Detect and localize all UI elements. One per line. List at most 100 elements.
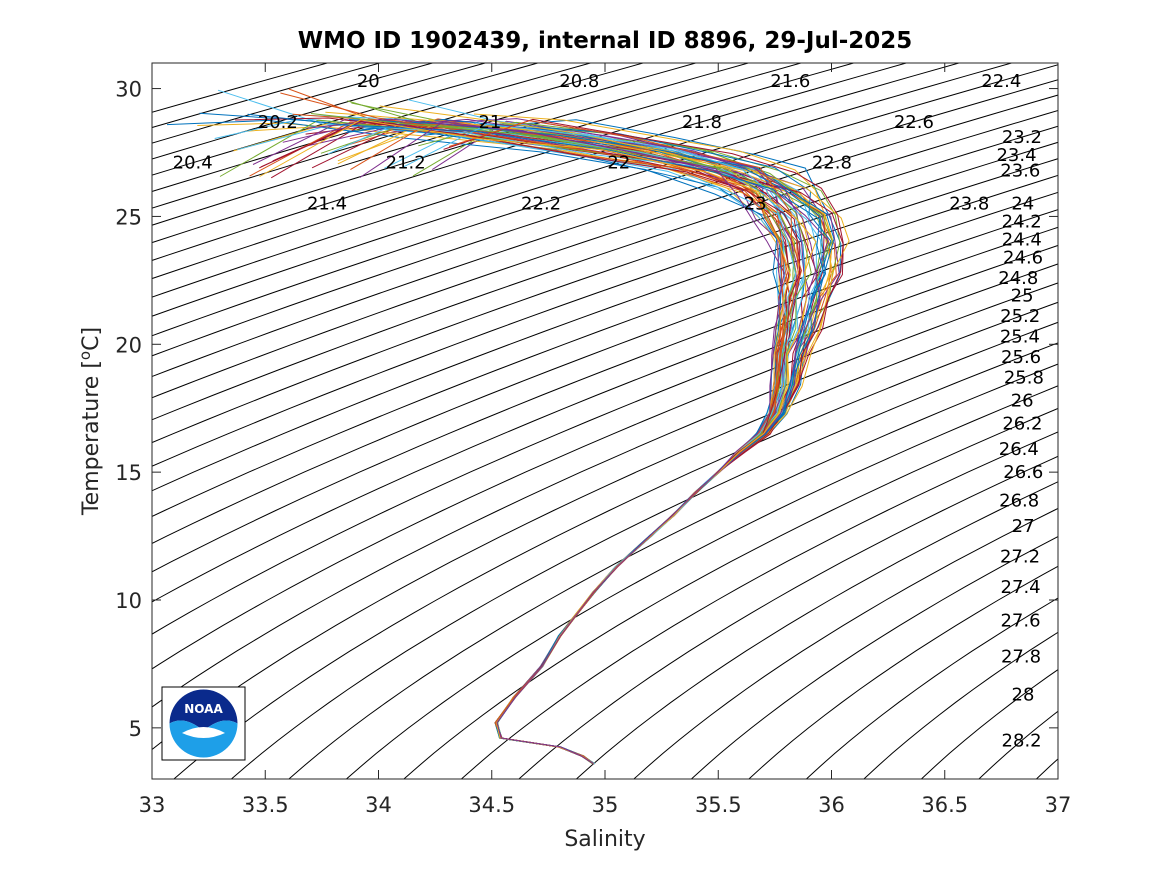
contour-label: 20.4 (173, 153, 213, 174)
profiles (166, 88, 850, 765)
contour-label: 27.4 (1001, 577, 1041, 598)
density-contour (152, 244, 1058, 635)
contour-label: 20.2 (258, 112, 298, 133)
density-contour (152, 141, 1058, 467)
contour-label: 22 (607, 153, 630, 174)
profile-line (347, 119, 806, 765)
profile-line (282, 118, 816, 765)
profile-line (249, 121, 797, 765)
density-contour (690, 536, 1058, 779)
density-contour (152, 63, 698, 226)
profile-line (359, 121, 785, 765)
contour-label: 28 (1012, 685, 1035, 706)
profile-line (214, 117, 789, 765)
contour-label: 23.6 (1000, 160, 1040, 181)
chart-title: WMO ID 1902439, internal ID 8896, 29-Jul… (297, 28, 913, 54)
density-contour (152, 209, 1058, 573)
x-tick-label: 34 (365, 793, 392, 817)
density-contour (1081, 50, 1167, 792)
profile-line (304, 124, 784, 765)
contour-label: 28.2 (1002, 731, 1042, 752)
profile-line (448, 120, 803, 765)
contour-label: 20.8 (559, 71, 599, 92)
profile-line (432, 120, 800, 765)
y-tick-label: 15 (115, 461, 142, 485)
density-contour (152, 63, 803, 261)
profile-line (437, 118, 797, 765)
density-contour (152, 63, 909, 298)
density-contour (1035, 758, 1058, 779)
plot-frame (151, 62, 1059, 780)
contour-label: 23 (744, 194, 767, 215)
contour-label: 24 (1011, 194, 1034, 215)
density-contour (152, 63, 961, 317)
profile-line (376, 123, 792, 765)
density-contour (288, 363, 1058, 779)
contour-label: 25 (1011, 286, 1034, 307)
density-contour (152, 125, 1058, 444)
contour-label: 21.8 (682, 112, 722, 133)
x-tick-label: 36 (818, 793, 845, 817)
contour-label: 23.2 (1002, 127, 1042, 148)
contour-label: 27.6 (1000, 611, 1040, 632)
density-contour (152, 63, 1014, 337)
x-tick-label: 34.5 (468, 793, 515, 817)
profile-line (320, 122, 796, 765)
contour-label: 22.2 (521, 194, 561, 215)
density-contour (152, 158, 1058, 492)
profile-line (197, 122, 801, 765)
density-contours (152, 50, 1167, 792)
contour-label: 23.8 (949, 194, 989, 215)
density-contour (805, 597, 1058, 779)
contour-label: 27 (1012, 516, 1035, 537)
profile-line (259, 119, 817, 765)
contour-label: 23.4 (996, 145, 1036, 166)
contour-label: 27.2 (1000, 547, 1040, 568)
density-contour (152, 301, 1058, 751)
contour-label: 24.6 (1003, 247, 1043, 268)
density-contour (152, 64, 1058, 357)
density-contour (403, 407, 1058, 779)
y-tick-label: 20 (115, 333, 142, 357)
contour-label: 21.6 (770, 71, 810, 92)
density-contour (633, 507, 1058, 779)
contour-label: 26.4 (999, 439, 1039, 460)
y-tick-label: 5 (129, 717, 142, 741)
noaa-logo: NOAA (161, 686, 246, 761)
contour-label: 25.8 (1004, 368, 1044, 389)
contour-label: 20 (357, 71, 380, 92)
contour-label: 21 (478, 112, 501, 133)
profile-line (166, 119, 782, 765)
density-contour (1139, 50, 1167, 792)
profile-line (217, 89, 782, 765)
density-contour (173, 321, 1058, 779)
density-contour (152, 63, 645, 209)
density-contour (460, 431, 1058, 779)
profile-line (402, 123, 797, 765)
density-contour (152, 63, 593, 193)
contour-label: 26 (1011, 391, 1034, 412)
contour-label: 21.2 (386, 153, 426, 174)
contour-label: 25.6 (1001, 347, 1041, 368)
density-contour (152, 109, 1058, 421)
contour-label: 22.8 (812, 153, 852, 174)
x-tick-label: 35.5 (695, 793, 742, 817)
contour-label: 27.8 (1001, 646, 1041, 667)
density-contour (152, 63, 382, 129)
x-tick-label: 33.5 (242, 793, 289, 817)
contour-label: 25.4 (1000, 327, 1040, 348)
profile-line (412, 124, 823, 765)
x-tick-label: 36.5 (921, 793, 968, 817)
y-tick-label: 30 (115, 78, 142, 102)
profile-line (349, 120, 792, 765)
density-contour (152, 263, 1058, 670)
density-contour (748, 565, 1058, 779)
y-tick-label: 25 (115, 205, 142, 229)
contour-label: 21.4 (307, 194, 347, 215)
contour-label: 22.6 (894, 112, 934, 133)
contour-label: 25.2 (1000, 306, 1040, 327)
x-tick-label: 37 (1045, 793, 1072, 817)
profile-line (350, 123, 784, 765)
density-contour (575, 481, 1058, 779)
